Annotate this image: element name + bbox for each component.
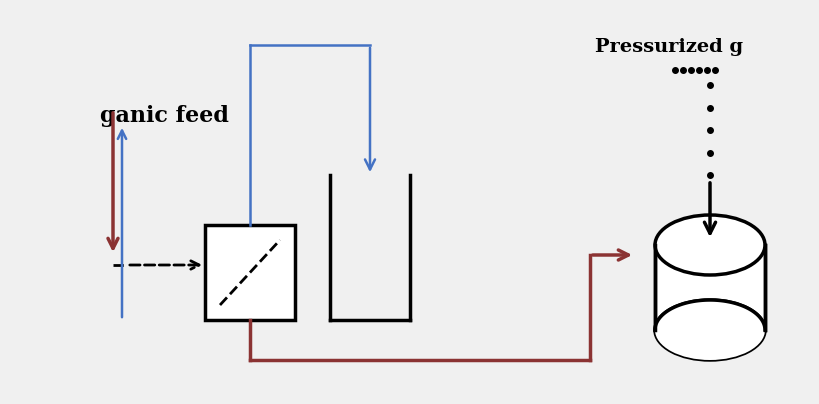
Bar (654, 245, 764, 330)
Bar (205, 225, 295, 320)
Ellipse shape (654, 215, 764, 275)
Ellipse shape (654, 300, 764, 360)
Text: Pressurized g: Pressurized g (595, 38, 742, 56)
Text: ganic feed: ganic feed (100, 105, 229, 127)
Ellipse shape (654, 300, 764, 360)
